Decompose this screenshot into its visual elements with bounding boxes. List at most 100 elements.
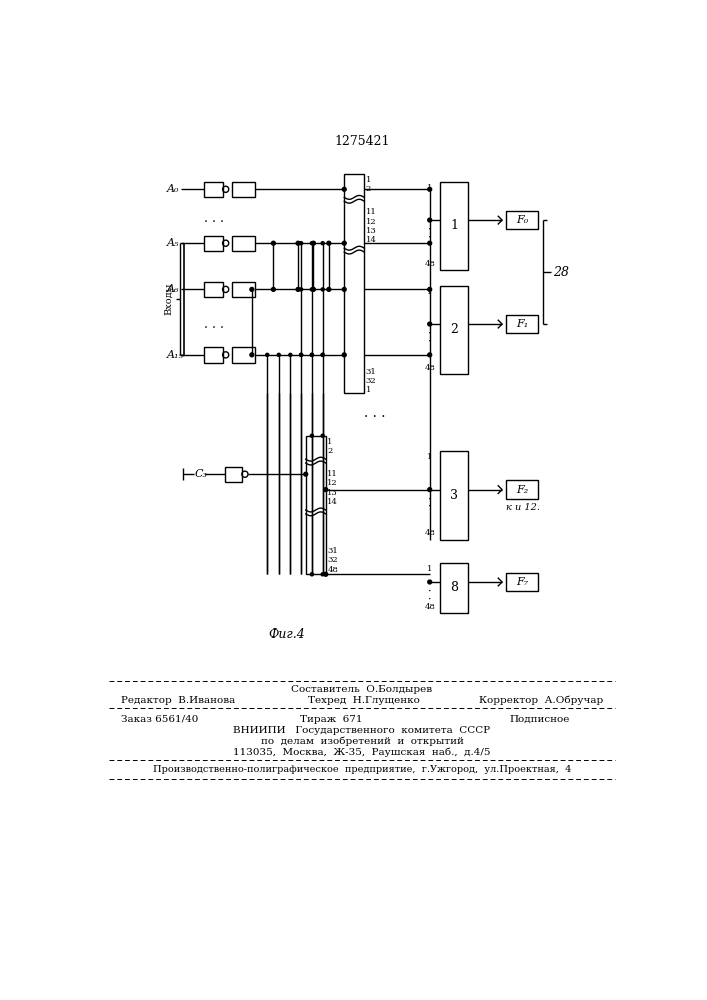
Text: . . .: . . . bbox=[364, 406, 386, 420]
Circle shape bbox=[250, 353, 254, 357]
Text: 14: 14 bbox=[366, 236, 377, 244]
Text: 3: 3 bbox=[450, 489, 458, 502]
Circle shape bbox=[310, 288, 313, 291]
Circle shape bbox=[304, 472, 308, 476]
Text: 48: 48 bbox=[424, 260, 435, 268]
Text: F₀: F₀ bbox=[516, 215, 528, 225]
Text: по  делам  изобретений  и  открытий: по делам изобретений и открытий bbox=[260, 737, 463, 746]
Bar bbox=[232, 282, 255, 297]
Text: 14: 14 bbox=[327, 498, 338, 506]
Text: 31: 31 bbox=[327, 547, 338, 555]
Text: ·: · bbox=[428, 321, 431, 331]
Text: A₅: A₅ bbox=[167, 238, 180, 248]
Text: . . .: . . . bbox=[204, 212, 224, 225]
Text: 1: 1 bbox=[450, 219, 458, 232]
Circle shape bbox=[324, 488, 327, 492]
Text: A₁₅: A₁₅ bbox=[167, 350, 184, 360]
Bar bbox=[506, 315, 538, 333]
Text: Редактор  В.Иванова: Редактор В.Иванова bbox=[121, 696, 235, 705]
Text: 32: 32 bbox=[327, 556, 338, 564]
Text: Производственно-полиграфическое  предприятие,  г.Ужгород,  ул.Проектная,  4: Производственно-полиграфическое предприя… bbox=[153, 765, 571, 774]
Circle shape bbox=[310, 573, 313, 576]
Circle shape bbox=[428, 241, 432, 245]
Text: ·: · bbox=[428, 217, 431, 227]
Bar bbox=[440, 451, 468, 540]
Circle shape bbox=[428, 353, 432, 357]
Circle shape bbox=[327, 241, 331, 245]
Bar bbox=[305, 436, 326, 574]
Circle shape bbox=[428, 580, 432, 584]
Circle shape bbox=[342, 241, 346, 245]
Bar bbox=[232, 347, 255, 363]
Circle shape bbox=[342, 353, 346, 357]
Text: Заказ 6561/40: Заказ 6561/40 bbox=[121, 715, 199, 724]
Text: ВНИИПИ   Государственного  комитета  СССР: ВНИИПИ Государственного комитета СССР bbox=[233, 726, 491, 735]
Circle shape bbox=[296, 241, 300, 245]
Text: 13: 13 bbox=[327, 489, 338, 497]
Text: 1275421: 1275421 bbox=[334, 135, 390, 148]
Circle shape bbox=[428, 187, 432, 191]
Circle shape bbox=[300, 288, 303, 291]
Text: Тираж  671: Тираж 671 bbox=[300, 715, 363, 724]
Text: 1: 1 bbox=[366, 386, 371, 394]
Text: 31: 31 bbox=[366, 368, 377, 376]
Circle shape bbox=[310, 242, 313, 245]
Circle shape bbox=[342, 287, 346, 291]
Circle shape bbox=[428, 488, 432, 492]
Circle shape bbox=[310, 353, 313, 356]
Text: 48: 48 bbox=[424, 603, 435, 611]
Bar bbox=[204, 347, 223, 363]
Text: 8: 8 bbox=[450, 581, 458, 594]
Text: ·: · bbox=[428, 225, 431, 235]
Bar bbox=[232, 182, 255, 197]
Bar bbox=[440, 286, 468, 374]
Bar bbox=[225, 466, 242, 482]
Bar bbox=[506, 573, 538, 591]
Circle shape bbox=[327, 287, 331, 291]
Text: 1: 1 bbox=[327, 438, 333, 446]
Text: ·: · bbox=[428, 502, 431, 512]
Text: F₇: F₇ bbox=[516, 577, 528, 587]
Text: ·: · bbox=[428, 594, 431, 604]
Circle shape bbox=[250, 287, 254, 291]
Text: 1: 1 bbox=[427, 453, 433, 461]
Circle shape bbox=[312, 241, 315, 245]
Text: 48: 48 bbox=[327, 566, 338, 574]
Text: Входы: Входы bbox=[164, 282, 173, 315]
Circle shape bbox=[321, 573, 325, 576]
Text: 1: 1 bbox=[427, 288, 433, 296]
Text: F₁: F₁ bbox=[516, 319, 528, 329]
Circle shape bbox=[310, 434, 313, 437]
Circle shape bbox=[428, 287, 432, 291]
Circle shape bbox=[300, 242, 303, 245]
Text: ·: · bbox=[428, 336, 431, 346]
Bar bbox=[440, 563, 468, 613]
Text: 48: 48 bbox=[424, 364, 435, 372]
Text: ·: · bbox=[428, 579, 431, 589]
Circle shape bbox=[321, 353, 325, 356]
Text: ·: · bbox=[428, 587, 431, 597]
Circle shape bbox=[300, 353, 303, 356]
Text: 1: 1 bbox=[366, 176, 371, 184]
Circle shape bbox=[277, 353, 281, 356]
Text: F₂: F₂ bbox=[516, 485, 528, 495]
Circle shape bbox=[266, 353, 269, 356]
Circle shape bbox=[312, 287, 315, 291]
Text: к и 12.: к и 12. bbox=[506, 503, 540, 512]
Bar bbox=[506, 480, 538, 499]
Circle shape bbox=[428, 322, 432, 326]
Text: 28: 28 bbox=[553, 266, 569, 279]
Circle shape bbox=[271, 241, 275, 245]
Circle shape bbox=[428, 218, 432, 222]
Circle shape bbox=[271, 287, 275, 291]
Text: ·: · bbox=[428, 487, 431, 497]
Text: 2: 2 bbox=[450, 323, 458, 336]
Bar bbox=[204, 182, 223, 197]
Circle shape bbox=[310, 353, 313, 356]
Bar bbox=[232, 235, 255, 251]
Text: Фиг.4: Фиг.4 bbox=[268, 628, 305, 641]
Text: ·: · bbox=[428, 232, 431, 242]
Text: 1: 1 bbox=[427, 184, 433, 192]
Text: . . .: . . . bbox=[204, 318, 224, 331]
Text: Составитель  О.Болдырев: Составитель О.Болдырев bbox=[291, 685, 433, 694]
